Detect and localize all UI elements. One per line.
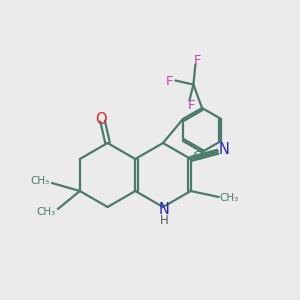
Text: N: N <box>218 142 229 157</box>
Text: N: N <box>159 202 170 217</box>
Text: O: O <box>95 112 106 127</box>
Text: F: F <box>194 54 201 67</box>
Text: CH₃: CH₃ <box>30 176 50 186</box>
Text: F: F <box>188 99 195 112</box>
Text: C: C <box>192 149 201 163</box>
Text: CH₃: CH₃ <box>36 207 56 217</box>
Text: F: F <box>166 75 173 88</box>
Text: H: H <box>160 214 168 226</box>
Text: CH₃: CH₃ <box>219 193 238 203</box>
